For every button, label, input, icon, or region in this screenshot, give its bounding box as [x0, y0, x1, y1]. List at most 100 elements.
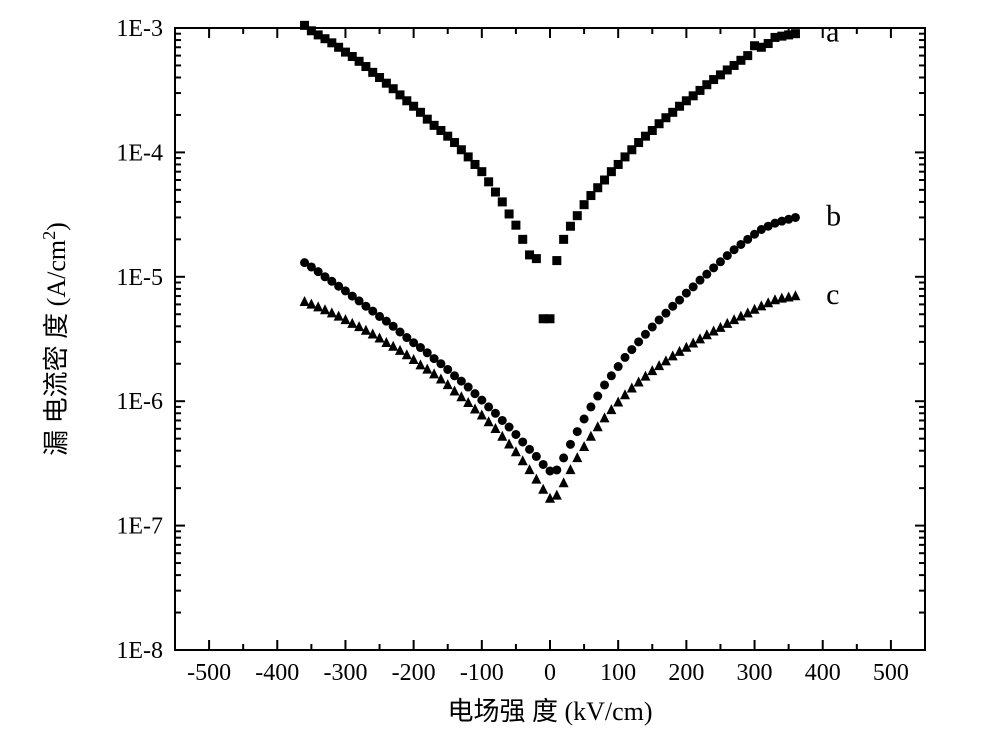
marker-circle [573, 427, 582, 436]
marker-circle [477, 396, 486, 405]
x-axis-label: 电场强 度 (kV/cm) [447, 697, 652, 726]
x-tick-label: -200 [392, 660, 436, 686]
marker-circle [655, 315, 664, 324]
marker-circle [689, 282, 698, 291]
series-a [300, 21, 800, 323]
marker-triangle [572, 452, 582, 462]
marker-circle [791, 213, 800, 222]
marker-circle [498, 416, 507, 425]
marker-circle [668, 302, 677, 311]
marker-square [477, 167, 486, 176]
x-tick-label: 200 [668, 660, 704, 686]
marker-square [580, 200, 589, 209]
marker-square [559, 235, 568, 244]
x-tick-label: -400 [255, 660, 299, 686]
marker-square [511, 221, 520, 230]
marker-circle [627, 345, 636, 354]
marker-circle [580, 414, 589, 423]
y-tick-label: 1E-6 [116, 389, 163, 415]
x-tick-label: -100 [460, 660, 504, 686]
x-tick-label: -500 [187, 660, 231, 686]
marker-triangle [586, 431, 596, 441]
marker-triangle [531, 474, 541, 484]
y-tick-label: 1E-4 [116, 140, 163, 166]
marker-circle [559, 453, 568, 462]
y-axis-label-group: 漏 电流密 度 (A/cm2) [39, 222, 71, 456]
marker-circle [443, 365, 452, 374]
marker-square [791, 29, 800, 38]
marker-circle [532, 452, 541, 461]
marker-circle [661, 309, 670, 318]
x-tick-label: 400 [805, 660, 841, 686]
marker-square [505, 209, 514, 218]
marker-circle [552, 465, 561, 474]
marker-circle [702, 270, 711, 279]
marker-circle [648, 322, 657, 331]
marker-circle [600, 380, 609, 389]
marker-circle [682, 289, 691, 298]
marker-square [484, 177, 493, 186]
x-tick-label: -300 [323, 660, 367, 686]
series-b [300, 213, 800, 476]
marker-square [600, 175, 609, 184]
marker-square [743, 51, 752, 60]
y-tick-label: 1E-5 [116, 265, 163, 291]
marker-circle [491, 409, 500, 418]
marker-square [546, 314, 555, 323]
marker-circle [641, 330, 650, 339]
marker-triangle [647, 365, 657, 375]
marker-triangle [565, 464, 575, 474]
series-label-a: a [826, 16, 839, 49]
marker-circle [634, 337, 643, 346]
marker-triangle [525, 464, 535, 474]
marker-square [566, 222, 575, 231]
series-label-b: b [826, 199, 841, 232]
marker-triangle [300, 296, 310, 306]
y-tick-label: 1E-8 [116, 638, 163, 664]
marker-triangle [538, 484, 548, 494]
marker-circle [675, 296, 684, 305]
marker-triangle [593, 421, 603, 431]
x-tick-label: 500 [873, 660, 909, 686]
marker-circle [484, 402, 493, 411]
marker-triangle [790, 290, 800, 300]
x-tick-label: 0 [544, 660, 556, 686]
marker-circle [593, 392, 602, 401]
marker-triangle [579, 441, 589, 451]
marker-square [498, 197, 507, 206]
chart-svg: -500 -400 -300 -200 -100 0 100 200 300 400 500 1E-8… [0, 0, 1000, 750]
x-tick-label: 300 [737, 660, 773, 686]
marker-circle [716, 257, 725, 266]
marker-circle [586, 402, 595, 411]
marker-circle [511, 430, 520, 439]
marker-circle [539, 460, 548, 469]
marker-circle [423, 348, 432, 357]
marker-circle [505, 423, 514, 432]
marker-triangle [559, 477, 569, 487]
series-label-c: c [826, 278, 839, 311]
y-axis-label: 漏 电流密 度 (A/cm2) [39, 222, 71, 456]
marker-square [593, 183, 602, 192]
y-tick-label: 1E-7 [116, 514, 163, 540]
marker-triangle [552, 490, 562, 500]
x-tick-label: 100 [600, 660, 636, 686]
plot-border [175, 28, 925, 650]
marker-circle [457, 377, 466, 386]
marker-circle [518, 437, 527, 446]
marker-square [552, 256, 561, 265]
marker-circle [621, 353, 630, 362]
marker-circle [525, 445, 534, 454]
marker-square [586, 191, 595, 200]
marker-circle [464, 383, 473, 392]
chart-container: -500 -400 -300 -200 -100 0 100 200 300 400 500 1E-8… [0, 0, 1000, 750]
marker-circle [723, 251, 732, 260]
marker-square [532, 254, 541, 263]
marker-circle [566, 440, 575, 449]
marker-triangle [518, 455, 528, 465]
marker-circle [471, 389, 480, 398]
marker-circle [607, 371, 616, 380]
marker-circle [614, 362, 623, 371]
marker-square [491, 188, 500, 197]
marker-square [573, 211, 582, 220]
y-tick-label: 1E-3 [116, 16, 163, 42]
